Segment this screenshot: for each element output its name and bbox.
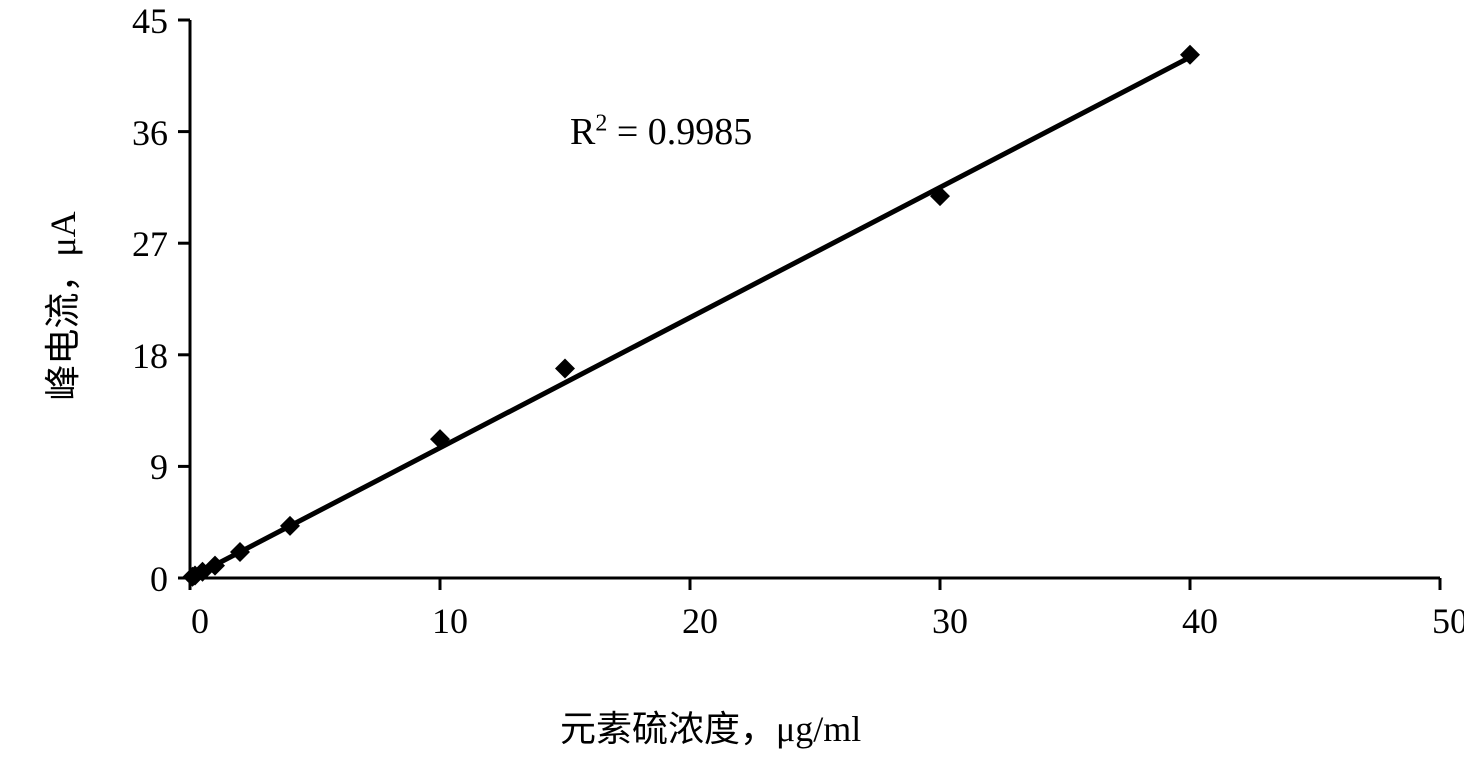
annotation-r: R — [570, 111, 595, 153]
y-tick-label: 27 — [132, 223, 168, 265]
x-tick-label: 30 — [920, 600, 980, 642]
x-tick-label: 40 — [1170, 600, 1230, 642]
x-tick-label: 50 — [1420, 600, 1464, 642]
y-axis-label: 峰电流，μA — [34, 206, 86, 406]
data-point — [280, 516, 300, 536]
annotation-eq: = 0.9985 — [607, 111, 752, 153]
x-tick-label: 20 — [670, 600, 730, 642]
y-tick-label: 36 — [132, 112, 168, 154]
chart-container: 峰电流，μA 元素硫浓度，μg/ml R2 = 0.9985 010203040… — [0, 0, 1464, 769]
annotation-sup: 2 — [595, 110, 607, 136]
x-tick-label: 10 — [420, 600, 480, 642]
y-tick-label: 9 — [150, 446, 168, 488]
r-squared-annotation: R2 = 0.9985 — [570, 110, 752, 154]
data-point — [230, 542, 250, 562]
x-axis-label: 元素硫浓度，μg/ml — [560, 700, 861, 752]
y-tick-label: 45 — [132, 0, 168, 42]
data-point — [555, 358, 575, 378]
y-tick-label: 18 — [132, 335, 168, 377]
y-tick-label: 0 — [150, 558, 168, 600]
x-tick-label: 0 — [170, 600, 230, 642]
